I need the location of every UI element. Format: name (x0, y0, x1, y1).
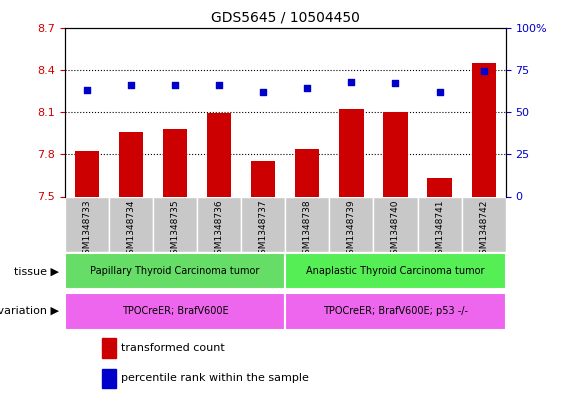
Bar (153, 196, 197, 252)
Point (215, 82, 224, 88)
Text: GSM1348741: GSM1348741 (435, 199, 444, 260)
Point (435, 88, 444, 95)
Text: GSM1348734: GSM1348734 (127, 199, 136, 260)
Bar (295, 149, 319, 196)
Bar (102, 338, 116, 358)
Bar (102, 369, 116, 388)
Text: TPOCreER; BrafV600E: TPOCreER; BrafV600E (122, 307, 228, 316)
Point (82, 87, 92, 93)
Text: transformed count: transformed count (121, 343, 225, 353)
Bar (340, 109, 363, 196)
Text: GSM1348740: GSM1348740 (391, 199, 400, 260)
Bar (251, 161, 275, 196)
Bar (329, 196, 373, 252)
Bar (109, 196, 153, 252)
Bar (418, 196, 462, 252)
Bar (285, 196, 329, 252)
Point (303, 85, 312, 92)
Bar (428, 178, 451, 196)
Text: TPOCreER; BrafV600E; p53 -/-: TPOCreER; BrafV600E; p53 -/- (323, 307, 468, 316)
Text: GSM1348735: GSM1348735 (171, 199, 180, 260)
Text: Papillary Thyroid Carcinoma tumor: Papillary Thyroid Carcinoma tumor (90, 266, 260, 276)
Text: GSM1348742: GSM1348742 (479, 199, 488, 260)
Point (347, 79, 356, 85)
Text: tissue ▶: tissue ▶ (14, 266, 59, 276)
Bar (462, 196, 506, 252)
Title: GDS5645 / 10504450: GDS5645 / 10504450 (211, 11, 360, 25)
Bar (163, 129, 187, 196)
Text: genotype/variation ▶: genotype/variation ▶ (0, 307, 59, 316)
Bar (207, 114, 231, 196)
Text: GSM1348737: GSM1348737 (259, 199, 268, 260)
Text: GSM1348733: GSM1348733 (82, 199, 92, 260)
Point (171, 82, 180, 88)
Bar (65, 253, 285, 289)
Bar (241, 196, 285, 252)
Bar (285, 253, 506, 289)
Text: GSM1348739: GSM1348739 (347, 199, 356, 260)
Bar (75, 151, 99, 196)
Bar (197, 196, 241, 252)
Bar (472, 63, 496, 196)
Point (391, 80, 400, 86)
Text: GSM1348738: GSM1348738 (303, 199, 312, 260)
Bar (384, 112, 407, 196)
Text: percentile rank within the sample: percentile rank within the sample (121, 373, 310, 384)
Bar (65, 293, 285, 330)
Bar (285, 293, 506, 330)
Text: Anaplastic Thyroid Carcinoma tumor: Anaplastic Thyroid Carcinoma tumor (306, 266, 485, 276)
Bar (373, 196, 418, 252)
Point (259, 88, 268, 95)
Bar (65, 196, 109, 252)
Point (479, 68, 488, 75)
Point (127, 82, 136, 88)
Bar (119, 132, 143, 196)
Text: GSM1348736: GSM1348736 (215, 199, 224, 260)
